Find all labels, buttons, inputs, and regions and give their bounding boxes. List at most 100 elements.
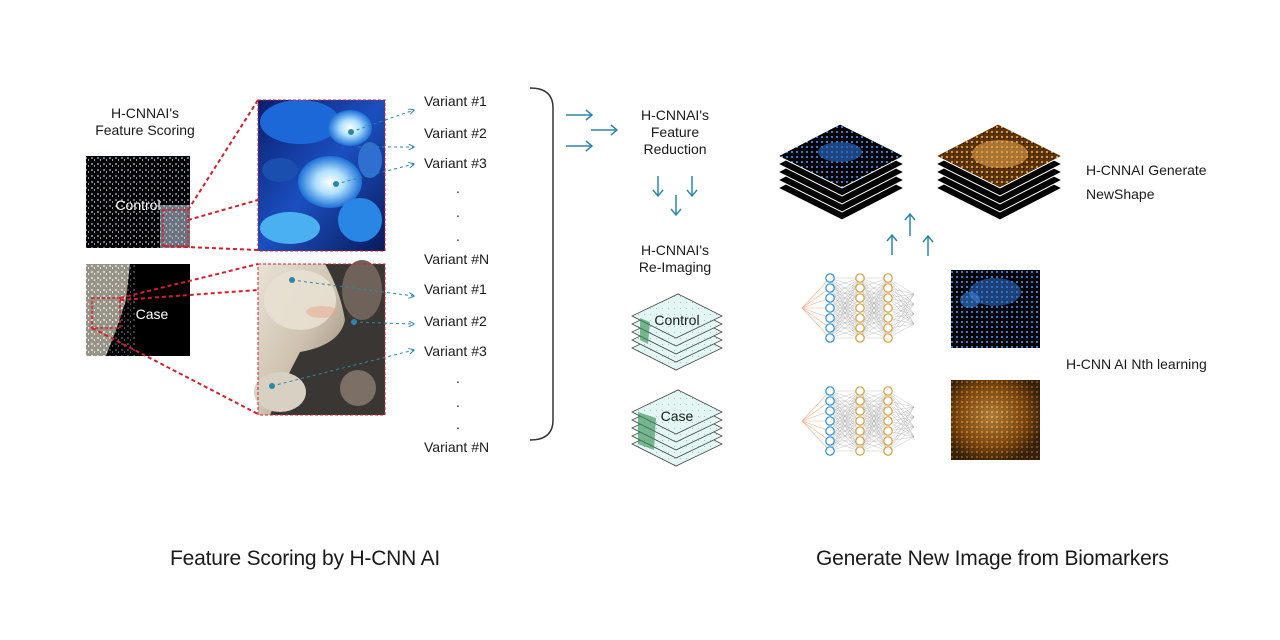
reduction-output-arrows (652, 176, 698, 217)
nn-connection (859, 440, 889, 452)
nn-connection (859, 317, 889, 339)
nn-connection (859, 430, 889, 452)
nn-connection (859, 410, 889, 452)
nn-connection (829, 297, 861, 339)
nn-neuron (883, 426, 893, 436)
zoom-lines (91, 99, 259, 415)
nn-input-line (801, 420, 831, 442)
nn-input-line (801, 390, 831, 422)
nn-connection (829, 317, 861, 339)
reduction-input-arrows (566, 109, 619, 152)
generate-label: H-CNNAI Generate NewShape (1086, 158, 1207, 206)
feature-scoring-title-line1: H-CNNAI's (110, 105, 179, 121)
nn-connection (859, 420, 889, 452)
nn-connection (887, 303, 915, 339)
variant-bottom-dot-2: . (456, 394, 460, 410)
nn-connection (829, 440, 861, 452)
nn-connection (829, 277, 861, 289)
variant-pointer-dots (269, 129, 357, 389)
nn-neuron (855, 323, 865, 333)
generate-line1: H-CNNAI Generate (1086, 162, 1207, 178)
nn-neuron (883, 293, 893, 303)
nn-connection (859, 390, 889, 402)
nn-neuron (825, 436, 835, 446)
nn-neuron (855, 313, 865, 323)
caption-left: Feature Scoring by H-CNN AI (170, 547, 441, 570)
feature-scoring-title: H-CNNAI's Feature Scoring (90, 105, 200, 139)
nn-connection (887, 293, 915, 309)
nn-connection (859, 390, 889, 432)
nn-neuron (855, 303, 865, 313)
nn-neuron (855, 283, 865, 293)
nn-connection (887, 293, 915, 339)
variant-top-dot-2: . (456, 204, 460, 220)
nn-connection (859, 277, 889, 289)
nn-connection (829, 390, 861, 402)
generate-line2: NewShape (1086, 186, 1155, 202)
nn-input-line (801, 307, 831, 339)
nn-connection (859, 277, 889, 299)
nn-connection (887, 416, 915, 452)
feature-reduction-line2: Feature (650, 124, 700, 140)
nn-neuron (825, 283, 835, 293)
variant-bottom-1: Variant #1 (424, 281, 487, 297)
variant-top-1: Variant #1 (424, 93, 487, 109)
nn-connection (829, 430, 861, 452)
variant-bottom-2: Variant #2 (424, 313, 487, 329)
nn-connection (859, 287, 889, 339)
nn-neuron (855, 293, 865, 303)
nn-neuron (825, 333, 835, 343)
nn-connection (859, 400, 889, 452)
nn-connection (887, 293, 915, 319)
nn-neuron (825, 396, 835, 406)
variant-pointer-arrows (271, 110, 414, 387)
nn-connection (887, 426, 915, 452)
nn-connection (829, 410, 861, 452)
nth-learning-label: H-CNN AI Nth learning (1066, 356, 1207, 372)
nth-case-image (951, 380, 1040, 460)
nn-input-line (801, 307, 831, 329)
control-zoom-image (257, 99, 386, 252)
nn-connection (829, 390, 861, 432)
nn-connection (859, 277, 889, 329)
nn-neuron (855, 406, 865, 416)
nn-input-line (801, 297, 831, 309)
nn-neuron (825, 293, 835, 303)
nn-connection (829, 277, 861, 329)
nn-input-line (801, 307, 831, 319)
nn-neuron (825, 406, 835, 416)
nn-connection (859, 277, 889, 319)
feature-reduction-line1: H-CNNAI's (640, 107, 709, 123)
nn-input-line (801, 400, 831, 422)
re-imaging-case-label: Case (660, 408, 694, 424)
nn-neuron (825, 303, 835, 313)
nn-connection (887, 313, 915, 339)
nn-connection (859, 390, 889, 412)
neural-network-control (801, 273, 915, 343)
nn-connection (829, 277, 861, 319)
nn-connection (829, 277, 861, 339)
nn-connection (829, 400, 861, 452)
nn-connection (829, 390, 861, 442)
generated-control-stack (776, 123, 906, 221)
nn-neuron (883, 303, 893, 313)
variants-bracket (529, 87, 554, 441)
variant-top-dot-1: . (456, 180, 460, 196)
nn-connection (829, 277, 861, 299)
case-selection-box (91, 297, 121, 329)
nn-neuron (825, 416, 835, 426)
nn-connection (887, 406, 915, 432)
nn-connection (887, 406, 915, 442)
nn-neuron (825, 386, 835, 396)
re-imaging-case-stack (631, 389, 723, 467)
variant-bottom-dot-1: . (456, 370, 460, 386)
variant-bottom-n: Variant #N (424, 439, 490, 455)
variant-top-3: Variant #3 (424, 155, 487, 171)
nn-input-line (801, 287, 831, 309)
caption-right: Generate New Image from Biomarkers (816, 547, 1169, 570)
nn-neuron (883, 283, 893, 293)
case-thumbnail-label: Case (135, 306, 169, 322)
nn-input-line (801, 277, 831, 309)
nn-connection (887, 436, 915, 452)
nn-connection (829, 327, 861, 339)
